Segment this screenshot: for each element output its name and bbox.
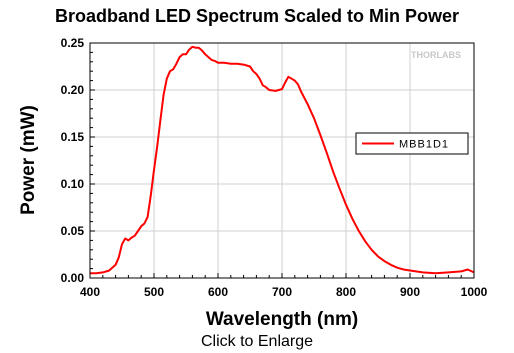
x-axis-ticks: 400 500 600 700 800 900 1000 bbox=[80, 273, 488, 299]
x-tick-label: 500 bbox=[144, 285, 164, 299]
legend-box bbox=[355, 132, 469, 155]
y-tick-label: 0.05 bbox=[61, 224, 85, 238]
y-axis-label: Power (mW) bbox=[18, 105, 39, 215]
x-tick-label: 900 bbox=[400, 285, 420, 299]
series-line-mbb1d1 bbox=[90, 45, 475, 275]
x-axis-label: Wavelength (nm) bbox=[206, 309, 358, 330]
x-tick-label: 600 bbox=[208, 285, 228, 299]
legend-label-mbb1d1: MBB1D1 bbox=[399, 139, 449, 151]
x-tick-label: 800 bbox=[336, 285, 356, 299]
chart-title: Broadband LED Spectrum Scaled to Min Pow… bbox=[54, 6, 460, 26]
watermark-logo: THORLABS bbox=[411, 50, 461, 60]
y-axis-ticks: 0.00 0.05 0.10 0.15 0.20 0.25 bbox=[61, 36, 95, 285]
x-tick-label: 700 bbox=[272, 285, 292, 299]
y-tick-label: 0.10 bbox=[61, 177, 85, 191]
x-tick-label: 1000 bbox=[461, 285, 488, 299]
x-tick-label: 400 bbox=[80, 285, 100, 299]
y-tick-label: 0.20 bbox=[61, 83, 85, 97]
y-tick-label: 0.00 bbox=[61, 271, 85, 285]
legend[interactable]: MBB1D1 bbox=[355, 132, 469, 155]
click-to-enlarge-caption[interactable]: Click to Enlarge bbox=[200, 333, 314, 350]
y-tick-label: 0.15 bbox=[61, 130, 85, 144]
y-tick-label: 0.25 bbox=[61, 36, 85, 50]
